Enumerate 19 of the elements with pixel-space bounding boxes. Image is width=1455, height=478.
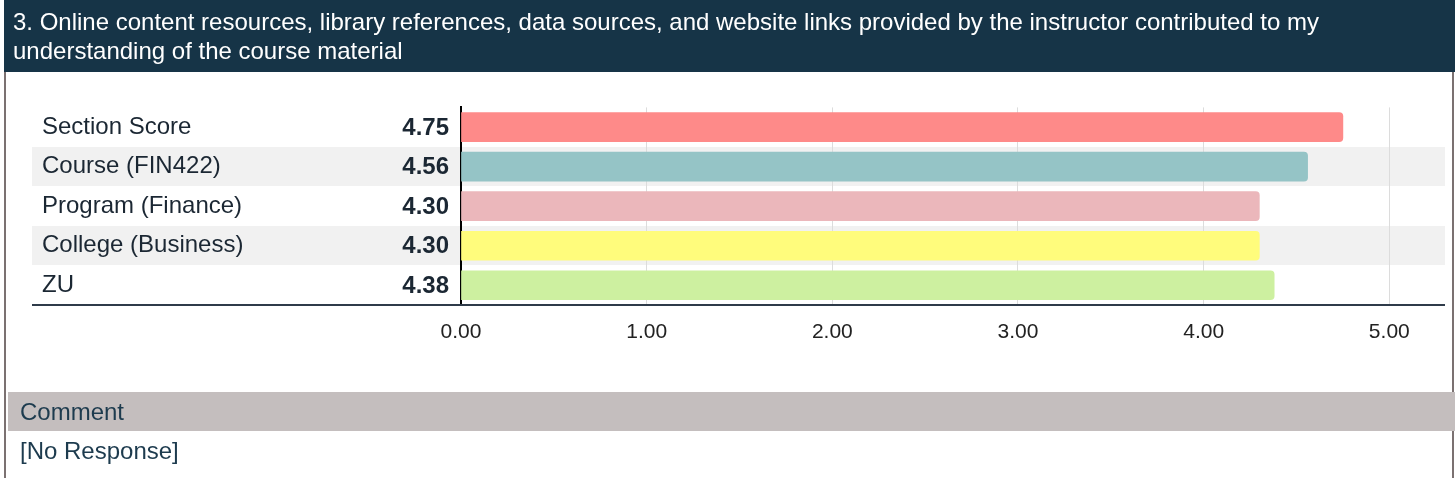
y-tick-label: Section Score bbox=[42, 111, 192, 139]
y-tick-label: Program (Finance) bbox=[42, 190, 243, 218]
x-tick-label: 5.00 bbox=[1368, 319, 1410, 343]
x-tick-label: 4.00 bbox=[1183, 319, 1225, 343]
text: [No Response] bbox=[20, 437, 179, 464]
y-tick-label: College (Business) bbox=[42, 230, 244, 258]
chart-title: 3. Online content resources, library references, data sources, and website links provided by the instructor contributed to my understanding of the course material bbox=[4, 0, 1455, 72]
data-label: 4.38 bbox=[402, 270, 449, 298]
data-label: 4.30 bbox=[402, 231, 449, 259]
data-label: 4.75 bbox=[402, 112, 449, 140]
data-label: 4.30 bbox=[402, 191, 449, 219]
x-tick-label: 2.00 bbox=[811, 319, 853, 343]
y-tick-label: ZU bbox=[42, 269, 74, 297]
x-tick-label: 1.00 bbox=[626, 319, 668, 343]
text: Comment bbox=[8, 392, 1455, 431]
x-tick-label: 3.00 bbox=[997, 319, 1039, 343]
data-label: 4.56 bbox=[402, 152, 449, 180]
y-tick-label: Course (FIN422) bbox=[42, 151, 221, 179]
x-tick-label: 0.00 bbox=[440, 319, 482, 343]
